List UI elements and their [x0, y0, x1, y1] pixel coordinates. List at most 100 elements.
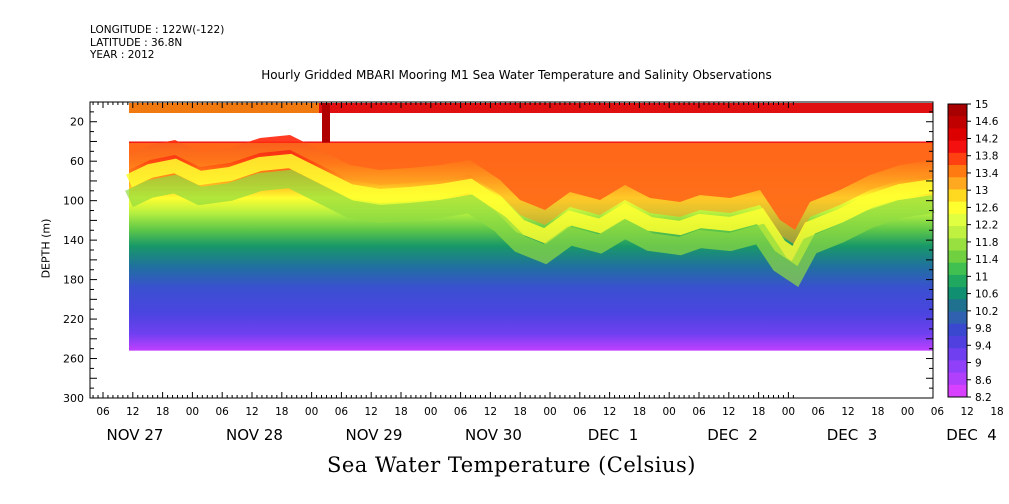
- colorbar-swatch: [948, 152, 967, 166]
- x-hour-label: 06: [812, 406, 826, 418]
- colorbar-swatch: [948, 104, 967, 117]
- colorbar-swatch: [948, 177, 967, 190]
- colorbar-swatch: [948, 226, 967, 239]
- x-hour-label: 06: [931, 406, 945, 418]
- x-hour-label: 06: [454, 406, 468, 418]
- surface-strip: [129, 103, 933, 113]
- colorbar-label: 9.8: [975, 323, 992, 335]
- colorbar-label: 15: [975, 99, 988, 111]
- x-hour-label: 12: [484, 406, 497, 418]
- colorbar-label: 12.2: [975, 220, 998, 232]
- colorbar-swatch: [948, 335, 967, 349]
- thermocline-orange: [129, 143, 933, 245]
- x-hour-label: 00: [305, 406, 318, 418]
- x-hour-label: 18: [394, 406, 407, 418]
- colorbar-swatch: [948, 116, 967, 129]
- y-tick-label: 220: [63, 313, 84, 326]
- colorbar-swatch: [948, 348, 967, 361]
- y-tick-label: 100: [63, 195, 84, 208]
- x-hour-label: 00: [186, 406, 199, 418]
- colorbar-swatch: [948, 274, 967, 288]
- colorbar-label: 8.6: [975, 375, 992, 387]
- y-tick-label: 20: [70, 116, 84, 129]
- x-hour-label: 12: [365, 406, 378, 418]
- colorbar-swatch: [948, 165, 967, 178]
- colorbar-swatch: [948, 384, 967, 398]
- colorbar-swatch: [948, 250, 967, 264]
- latitude-label: LATITUDE : 36.8N: [90, 36, 183, 49]
- x-hour-label: 00: [901, 406, 914, 418]
- x-hour-label: 18: [514, 406, 527, 418]
- x-hour-label: 06: [692, 406, 706, 418]
- x-hour-label: 06: [216, 406, 230, 418]
- colorbar-label: 13.4: [975, 168, 999, 180]
- plot-layer: [125, 103, 935, 351]
- colorbar-label: 9.4: [975, 340, 992, 352]
- year-label: YEAR : 2012: [90, 49, 155, 61]
- x-hour-label: 06: [96, 406, 110, 418]
- colorbar-label: 14.2: [975, 133, 998, 145]
- colorbar-swatch: [948, 262, 967, 276]
- colorbar-swatch: [948, 128, 967, 142]
- colorbar-label: 13.8: [975, 151, 998, 163]
- x-hour-label: 00: [782, 406, 795, 418]
- surface-column: [322, 103, 330, 143]
- x-axis-label: Sea Water Temperature (Celsius): [326, 453, 696, 477]
- colorbar-swatch: [948, 201, 967, 215]
- chart-title: Hourly Gridded MBARI Mooring M1 Sea Wate…: [261, 68, 772, 82]
- thermocline-green: [125, 169, 935, 287]
- x-hour-label: 12: [722, 406, 735, 418]
- x-hour-label: 18: [990, 406, 1003, 418]
- x-hour-label: 06: [573, 406, 587, 418]
- x-day-label: DEC 2: [707, 426, 758, 444]
- colorbar-label: 13: [975, 185, 988, 197]
- x-day-label: DEC 1: [588, 426, 639, 444]
- colorbar-layer: 15 14.6 14.2 13.8 13.4 13 12.6 12.2 11.8 11.4 11 10…: [947, 99, 999, 404]
- x-hour-label: 00: [424, 406, 437, 418]
- colorbar-label: 14.6: [975, 116, 999, 128]
- axis-layer: 20 60 100 140 180 220 260 300 06 12 18 00 06 12 18 00 06…: [63, 101, 1004, 444]
- colorbar-swatch: [948, 323, 967, 337]
- metadata-block: LONGITUDE : 122W(-122) LATITUDE : 36.8N …: [90, 24, 224, 62]
- colorbar-swatch: [948, 311, 967, 325]
- x-hour-label: 18: [275, 406, 288, 418]
- y-tick-label: 300: [63, 392, 84, 405]
- y-tick-label: 140: [63, 234, 84, 247]
- surface-strip-early: [129, 103, 319, 113]
- x-hour-label: 06: [335, 406, 349, 418]
- y-tick-label: 60: [70, 155, 84, 168]
- colorbar-swatch: [948, 213, 967, 227]
- colorbar-swatch: [948, 287, 967, 300]
- x-hour-label: 18: [871, 406, 884, 418]
- colorbar-swatch: [948, 238, 967, 251]
- x-hour-label: 18: [633, 406, 646, 418]
- x-hour-label: 12: [245, 406, 258, 418]
- colorbar-swatch: [948, 140, 967, 154]
- y-tick-label: 180: [63, 274, 84, 287]
- longitude-label: LONGITUDE : 122W(-122): [90, 24, 225, 36]
- x-hour-label: 18: [752, 406, 765, 418]
- colorbar-swatch: [948, 372, 967, 386]
- x-day-label: NOV 29: [346, 426, 403, 444]
- colorbar-frame: [947, 103, 968, 398]
- colorbar-swatch: [948, 299, 967, 313]
- x-hour-label: 00: [663, 406, 676, 418]
- x-hour-label: 12: [961, 406, 974, 418]
- colorbar-label: 9: [975, 358, 982, 370]
- colorbar-label: 11: [975, 271, 988, 283]
- colorbar-label: 11.8: [975, 237, 998, 249]
- x-day-label: NOV 30: [465, 426, 522, 444]
- x-hour-label: 18: [156, 406, 169, 418]
- y-tick-label: 260: [63, 353, 84, 366]
- x-hour-label: 12: [603, 406, 616, 418]
- colorbar-swatch: [948, 360, 967, 374]
- colorbar-label: 8.2: [975, 392, 992, 404]
- colorbar-label: 12.6: [975, 202, 999, 214]
- colorbar-label: 10.6: [975, 289, 999, 301]
- x-hour-label: 00: [543, 406, 556, 418]
- x-day-label: DEC 3: [827, 426, 878, 444]
- x-day-label: NOV 27: [107, 426, 164, 444]
- x-hour-label: 12: [126, 406, 139, 418]
- colorbar-label: 11.4: [975, 254, 999, 266]
